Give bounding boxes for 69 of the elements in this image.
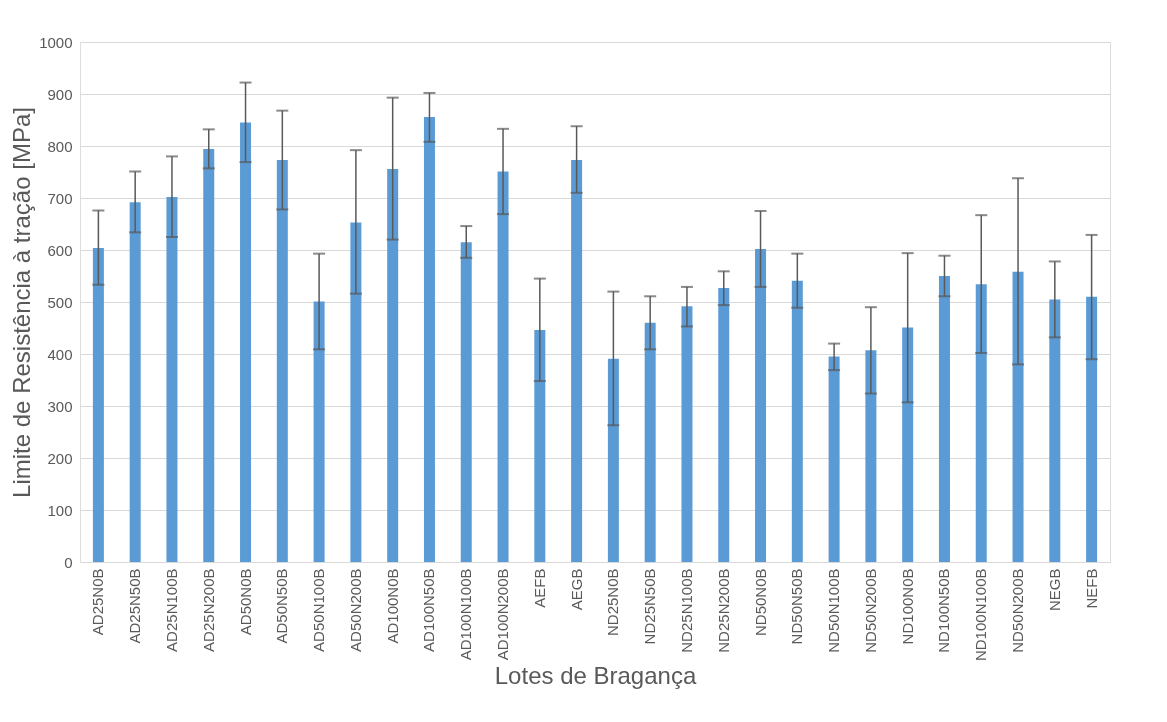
y-tick-label: 900 (47, 85, 73, 103)
x-tick-label: AD100N0B (383, 568, 401, 644)
x-tick-label: ND25N100B (677, 568, 695, 653)
x-tick-label: ND50N200B (861, 568, 879, 653)
x-tick-label: AD50N200B (346, 568, 364, 652)
x-tick-label: AD25N200B (199, 568, 217, 652)
x-tick-label: NEGB (1045, 568, 1063, 612)
x-tick-label: ND100N100B (972, 568, 990, 662)
bar (460, 242, 472, 562)
y-tick-label: 0 (64, 553, 73, 571)
x-tick-label: AD100N200B (494, 568, 512, 661)
x-tick-label: ND50N0B (751, 568, 769, 637)
bar (607, 358, 619, 562)
x-tick-label: AEGB (567, 568, 585, 611)
bar (276, 160, 288, 562)
y-tick-label: 800 (47, 137, 73, 155)
bar (1012, 271, 1024, 562)
x-tick-label: NEFB (1082, 568, 1100, 609)
y-tick-label: 600 (47, 241, 73, 259)
bar (865, 350, 877, 562)
bar (497, 171, 509, 562)
bar (755, 248, 767, 562)
bar (92, 247, 104, 562)
bar (534, 330, 546, 562)
y-tick-label: 1000 (39, 33, 73, 51)
bar (387, 168, 399, 562)
bar (203, 149, 215, 562)
x-tick-label: AD25N0B (89, 568, 107, 636)
bar (1049, 299, 1061, 562)
bar (902, 327, 914, 562)
bar (166, 196, 178, 562)
bar (571, 160, 583, 562)
x-tick-label: ND100N50B (935, 568, 953, 653)
x-axis-title: Lotes de Bragança (494, 662, 697, 690)
bar (791, 280, 803, 562)
x-tick-label: AD25N100B (162, 568, 180, 652)
bar (313, 301, 325, 562)
y-axis-title: Limite de Resistência à tração [MPa] (8, 107, 36, 498)
x-tick-label: AD100N100B (457, 568, 475, 661)
y-tick-label: 100 (47, 501, 73, 519)
y-tick-label: 200 (47, 449, 73, 467)
x-tick-label: AD50N100B (310, 568, 328, 652)
x-tick-label: AD50N0B (236, 568, 254, 636)
y-tick-label: 500 (47, 293, 73, 311)
x-tick-label: AD25N50B (126, 568, 144, 644)
bar (681, 306, 693, 562)
x-tick-label: AEFB (530, 568, 548, 608)
bar (423, 116, 435, 562)
x-tick-label: ND100N0B (898, 568, 916, 645)
x-tick-label: ND25N0B (604, 568, 622, 637)
x-tick-label: ND25N200B (714, 568, 732, 653)
bar (828, 356, 840, 562)
bar (1086, 296, 1098, 562)
bar (129, 202, 141, 562)
bar (718, 287, 730, 562)
bar (240, 122, 252, 562)
y-tick-label: 400 (47, 345, 73, 363)
x-tick-label: ND50N100B (825, 568, 843, 653)
bar (975, 284, 987, 562)
y-tick-label: 300 (47, 397, 73, 415)
x-tick-label: AD50N50B (273, 568, 291, 644)
bar (644, 322, 656, 562)
x-tick-label: AD100N50B (420, 568, 438, 652)
bar (938, 276, 950, 562)
bar (350, 222, 362, 562)
x-tick-label: ND50N200B (1009, 568, 1027, 653)
x-tick-label: ND50N50B (788, 568, 806, 645)
y-tick-label: 700 (47, 189, 73, 207)
x-tick-label: ND25N50B (641, 568, 659, 645)
